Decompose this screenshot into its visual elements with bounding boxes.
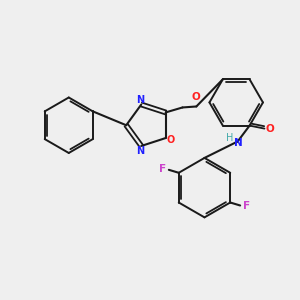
Text: H: H [226, 134, 233, 143]
Text: O: O [266, 124, 275, 134]
Text: O: O [167, 135, 175, 145]
Text: N: N [136, 146, 144, 156]
Text: F: F [159, 164, 167, 174]
Text: O: O [192, 92, 201, 101]
Text: F: F [242, 202, 250, 212]
Text: N: N [234, 138, 243, 148]
Text: N: N [136, 94, 144, 104]
